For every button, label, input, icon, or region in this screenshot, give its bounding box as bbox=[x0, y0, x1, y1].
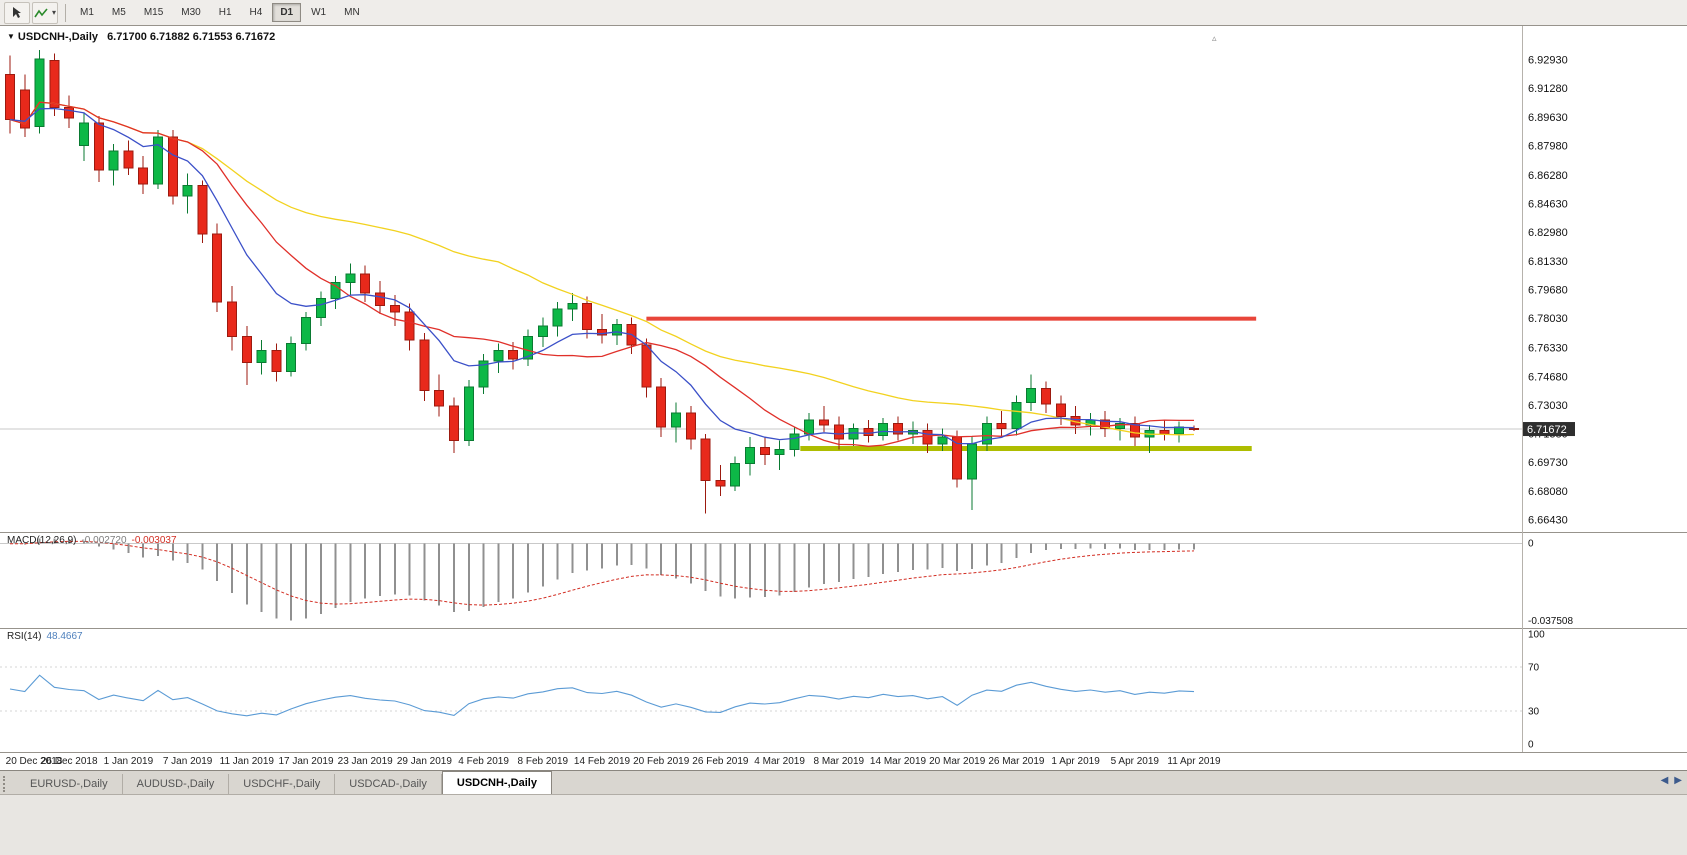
date-tick-label: 1 Apr 2019 bbox=[1051, 756, 1100, 767]
svg-text:6.71672: 6.71672 bbox=[1527, 424, 1567, 436]
timeframe-button-m30[interactable]: M30 bbox=[173, 3, 208, 22]
tab-scroll-left-icon[interactable]: ◀ bbox=[1660, 775, 1669, 786]
timeframe-button-m1[interactable]: M1 bbox=[72, 3, 102, 22]
svg-text:6.87980: 6.87980 bbox=[1528, 140, 1568, 152]
current-price-badge bbox=[1523, 422, 1575, 437]
ma-line-ma-fast bbox=[9, 107, 1195, 445]
symbol-tab-eurusd[interactable]: EURUSD-,Daily bbox=[16, 774, 123, 794]
svg-text:0: 0 bbox=[1528, 740, 1534, 751]
chart-title: ▼ USDCNH-,Daily 6.71700 6.71882 6.71553 6… bbox=[7, 31, 275, 43]
date-tick-label: 7 Jan 2019 bbox=[162, 756, 213, 767]
drawing-tool-button[interactable]: ▾ bbox=[32, 1, 58, 24]
date-tick-label: 14 Feb 2019 bbox=[573, 756, 631, 767]
time-axis[interactable]: 20 Dec 2018 26 Dec 2018 1 Jan 2019 7 Jan 20… bbox=[0, 752, 1687, 771]
svg-text:6.79680: 6.79680 bbox=[1528, 285, 1568, 297]
macd-indicator-label: MACD(12,26,9) -0.002720 -0.003037 bbox=[7, 535, 177, 546]
date-tick-label: 20 Dec 2018 bbox=[5, 756, 63, 767]
svg-text:6.74680: 6.74680 bbox=[1528, 371, 1568, 383]
date-tick-label: 11 Apr 2019 bbox=[1167, 756, 1221, 767]
rsi-line bbox=[9, 674, 1195, 717]
tab-scroll-right-icon[interactable]: ▶ bbox=[1674, 775, 1682, 786]
svg-text:6.68080: 6.68080 bbox=[1528, 486, 1568, 498]
ma-line-ma-medium bbox=[9, 101, 1194, 447]
timeframe-button-m5[interactable]: M5 bbox=[104, 3, 134, 22]
timeframe-button-m15[interactable]: M15 bbox=[136, 3, 171, 22]
chart-shift-marker-icon: ▵ bbox=[1212, 33, 1217, 43]
date-tick-label: 11 Jan 2019 bbox=[219, 756, 274, 767]
date-tick-label: 23 Jan 2019 bbox=[337, 756, 393, 767]
date-tick-label: 17 Jan 2019 bbox=[278, 756, 334, 767]
timeframe-button-d1[interactable]: D1 bbox=[272, 3, 302, 22]
date-tick-label: 8 Feb 2019 bbox=[517, 756, 569, 767]
timeframe-button-h1[interactable]: H1 bbox=[211, 3, 240, 22]
resistance-line[interactable] bbox=[646, 316, 1257, 321]
symbol-tab-usdchf[interactable]: USDCHF-,Daily bbox=[229, 774, 336, 794]
chart-ohlc-values: 6.71700 6.71882 6.71553 6.71672 bbox=[107, 31, 276, 43]
toolbar: ▾ M1 M5 M15 M30 H1 H4 D1 W1 MN bbox=[0, 0, 1687, 26]
chart-dropdown-icon[interactable]: ▼ bbox=[7, 32, 15, 41]
price-scale[interactable] bbox=[1522, 26, 1687, 532]
symbol-tab-audusd[interactable]: AUDUSD-,Daily bbox=[123, 774, 230, 794]
date-tick-label: 20 Mar 2019 bbox=[929, 756, 986, 767]
svg-text:6.69730: 6.69730 bbox=[1528, 457, 1568, 469]
svg-text:0: 0 bbox=[1528, 539, 1534, 550]
svg-text:-0.037508: -0.037508 bbox=[1528, 616, 1573, 627]
rsi-value: 48.4667 bbox=[46, 631, 83, 642]
svg-text:30: 30 bbox=[1528, 707, 1540, 718]
date-tick-label: 4 Feb 2019 bbox=[458, 756, 509, 767]
svg-text:6.86280: 6.86280 bbox=[1528, 170, 1568, 182]
ma-line-ma-slow bbox=[9, 101, 1195, 436]
timeframe-button-w1[interactable]: W1 bbox=[303, 3, 334, 22]
toolbar-separator bbox=[65, 3, 66, 22]
svg-text:6.91280: 6.91280 bbox=[1528, 83, 1568, 95]
symbol-tab-usdcad[interactable]: USDCAD-,Daily bbox=[335, 774, 442, 794]
date-tick-label: 29 Jan 2019 bbox=[396, 756, 452, 767]
svg-text:70: 70 bbox=[1528, 663, 1540, 674]
support-line[interactable] bbox=[800, 446, 1252, 452]
svg-text:6.82980: 6.82980 bbox=[1528, 227, 1568, 239]
drawing-tool-icon bbox=[34, 7, 48, 17]
svg-text:6.78030: 6.78030 bbox=[1528, 313, 1568, 325]
svg-text:6.84630: 6.84630 bbox=[1528, 199, 1568, 211]
timeframe-button-group: M1 M5 M15 M30 H1 H4 D1 W1 MN bbox=[71, 3, 369, 22]
macd-value: -0.002720 bbox=[81, 535, 127, 546]
svg-text:6.73030: 6.73030 bbox=[1528, 400, 1568, 412]
date-tick-label: 26 Dec 2018 bbox=[40, 756, 98, 767]
chevron-down-icon: ▾ bbox=[51, 8, 56, 17]
svg-text:100: 100 bbox=[1528, 630, 1545, 641]
date-tick-label: 14 Mar 2019 bbox=[869, 756, 927, 767]
svg-text:6.81330: 6.81330 bbox=[1528, 256, 1568, 268]
tabbar-grip[interactable] bbox=[3, 776, 13, 792]
macd-signal-line bbox=[9, 540, 1195, 606]
date-tick-label: 20 Feb 2019 bbox=[633, 756, 690, 767]
macd-signal-value: -0.003037 bbox=[131, 535, 177, 546]
rsi-panel: 100 70 30 0 bbox=[0, 628, 1687, 752]
svg-text:6.89630: 6.89630 bbox=[1528, 112, 1568, 124]
date-tick-label: 5 Apr 2019 bbox=[1110, 756, 1159, 767]
date-tick-label: 26 Mar 2019 bbox=[988, 756, 1045, 767]
timeframe-button-h4[interactable]: H4 bbox=[242, 3, 271, 22]
date-tick-label: 1 Jan 2019 bbox=[103, 756, 154, 767]
date-tick-label: 8 Mar 2019 bbox=[813, 756, 865, 767]
main-price-chart[interactable]: 6.92930 6.91280 6.89630 6.87980 6.86280 6.846… bbox=[0, 26, 1687, 532]
cursor-tool-icon bbox=[13, 6, 21, 18]
svg-text:6.76330: 6.76330 bbox=[1528, 343, 1568, 355]
svg-text:6.92930: 6.92930 bbox=[1528, 55, 1568, 67]
svg-text:6.66430: 6.66430 bbox=[1528, 515, 1568, 527]
candles-series bbox=[5, 50, 1199, 514]
rsi-indicator-label: RSI(14) 48.4667 bbox=[7, 631, 83, 642]
date-tick-label: 26 Feb 2019 bbox=[692, 756, 749, 767]
date-tick-label: 4 Mar 2019 bbox=[754, 756, 805, 767]
chart-symbol-label: USDCNH-,Daily bbox=[17, 31, 98, 43]
symbol-tab-usdcnh[interactable]: USDCNH-,Daily bbox=[441, 771, 552, 794]
symbol-tabbar: EURUSD-,Daily AUDUSD-,Daily USDCHF-,Daily U… bbox=[0, 770, 1687, 794]
status-area bbox=[0, 794, 1687, 855]
macd-panel: 0 -0.037508 bbox=[0, 532, 1687, 628]
cursor-tool-button[interactable] bbox=[4, 1, 30, 24]
macd-histogram bbox=[23, 538, 1195, 621]
timeframe-button-mn[interactable]: MN bbox=[336, 3, 368, 22]
